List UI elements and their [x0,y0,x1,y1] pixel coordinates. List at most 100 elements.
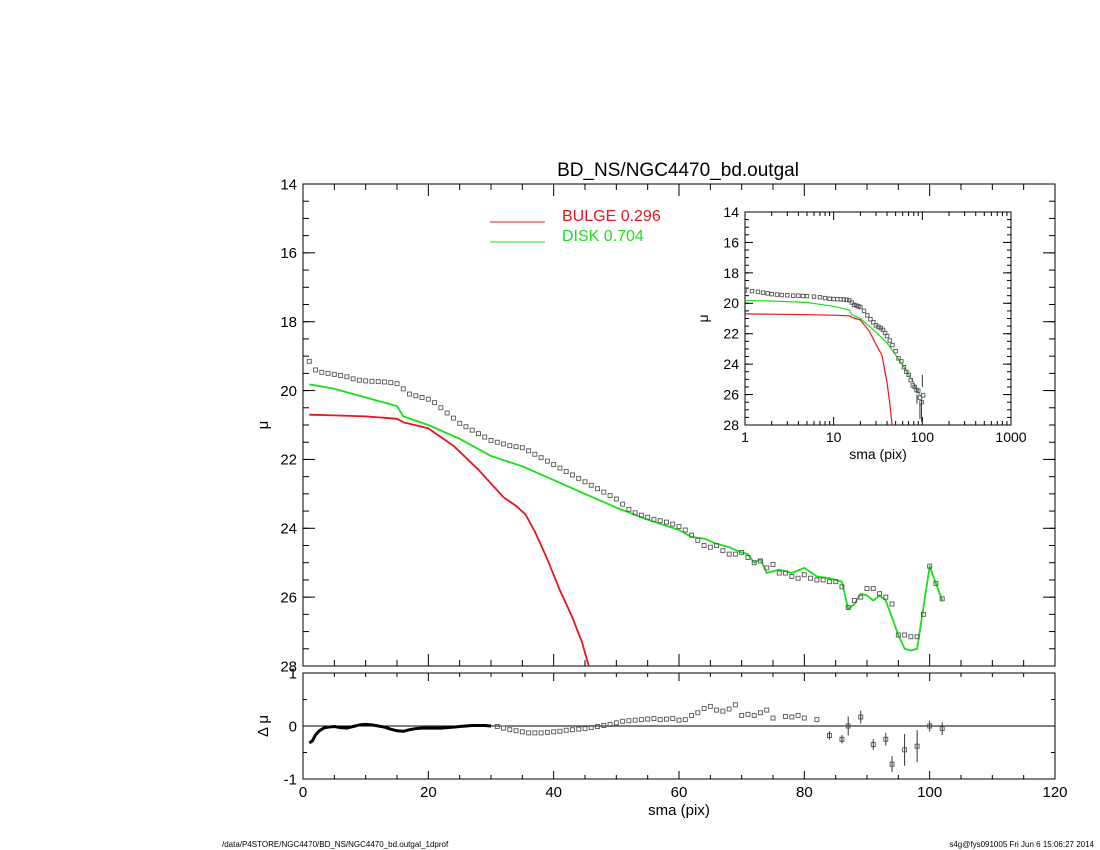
main-data-point [413,393,419,399]
inset-series-line-0 [745,313,893,425]
main-data-point [720,548,726,554]
main-data-point [425,396,431,402]
main-series-line-1 [309,383,944,652]
residual-ytick-label: -1 [284,771,297,788]
main-data-point [344,374,350,380]
inset-data-point [871,320,876,325]
main-data-point [338,372,344,378]
main-data-point [501,441,506,447]
main-ylabel: μ [255,421,272,430]
residual-data-point [645,716,651,722]
main-data-point [701,543,707,548]
inset-data-point [755,289,761,295]
inset-xtick-label: 1000 [995,429,1026,445]
inset-ylabel: μ [695,314,711,322]
inset-data-point [851,302,857,308]
inset-data-point [896,356,901,361]
main-data-point [751,560,757,566]
main-data-point [450,415,456,421]
inset-data-point [804,293,810,299]
residual-data-point [814,717,820,723]
main-data-point [507,443,513,449]
legend-label: DISK 0.704 [562,228,644,245]
main-data-point [858,594,864,600]
main-data-point [488,438,494,443]
inset-data-point [800,293,806,299]
residual-ytick-label: 0 [289,718,297,735]
inset-data-point [822,295,828,301]
inset-ytick-label: 20 [723,295,739,311]
residual-data-point [789,714,795,720]
main-data-point [801,572,807,578]
main-data-point [588,482,594,488]
residual-data-point [795,712,801,718]
inset-ytick-label: 16 [723,234,739,250]
inset-data-point [847,298,852,303]
inset-plot-area [745,288,926,425]
residual-xtick-label: 80 [796,784,813,801]
residual-data-point [670,716,676,722]
main-data-point [820,577,826,583]
main-data-point [789,574,795,579]
main-data-point [375,379,381,385]
residual-data-point [783,714,788,719]
inset-data-point [844,297,849,302]
inset-data-point [868,317,873,322]
main-data-point [407,391,412,397]
main-ytick-label: 24 [280,521,297,538]
inset-data-point [916,388,921,393]
residual-data-point [507,727,513,733]
main-data-point [306,358,312,364]
inset-log-plot: 1 10 100 1000 14 16 18 20 22 24 26 28 sma (pix) μ [695,204,1027,462]
residual-ylabel: Δ μ [255,715,272,737]
main-ytick-label: 28 [280,658,297,675]
residual-data-point [601,723,607,728]
footer-right-stamp: s4g@fys091005 Fri Jun 6 15:06:27 2014 [949,840,1094,849]
inset-data-point [861,308,867,314]
inset-data-point [831,296,836,302]
residual-data-point [751,712,757,718]
main-series-line-0 [309,413,590,666]
main-data-point [325,370,331,376]
inset-data-point [887,338,893,343]
residual-data-point [638,717,644,723]
main-data-point [739,549,745,555]
main-data-point [356,377,362,383]
residual-data-point [626,718,632,724]
main-data-point [400,386,406,392]
residual-data-point [651,716,657,722]
main-ytick-label: 14 [280,176,297,193]
main-data-point [645,514,651,520]
residual-data-point [739,712,745,718]
main-data-point [670,521,676,527]
inset-data-point [865,313,870,318]
residual-data-point [582,726,588,732]
main-data-point [920,611,926,617]
chart-title: BD_NS/NGC4470_bd.outgal [557,160,799,181]
residual-data-point [563,727,569,733]
main-data-point [651,516,657,522]
main-data-point [350,376,356,382]
residual-plot-area [303,702,1055,773]
inset-data-point [811,294,817,299]
residual-xtick-label: 100 [917,784,942,801]
residual-data-point [745,711,751,717]
main-data-point [632,510,638,516]
main-data-point [682,527,688,533]
inset-data-point [917,395,923,400]
main-data-point [795,575,801,581]
residual-data-point [758,710,763,716]
inset-data-point [769,291,774,297]
inset-data-point [785,293,790,298]
main-data-point [839,584,845,590]
residual-data-point [519,729,525,735]
main-data-point [770,561,776,567]
inset-data-point [796,293,801,298]
main-data-point [852,598,857,604]
main-data-point [689,532,694,538]
main-data-point [758,558,763,564]
main-data-point [732,551,738,557]
legend-label: BULGE 0.296 [562,208,661,225]
inset-xtick-label: 100 [911,429,935,445]
